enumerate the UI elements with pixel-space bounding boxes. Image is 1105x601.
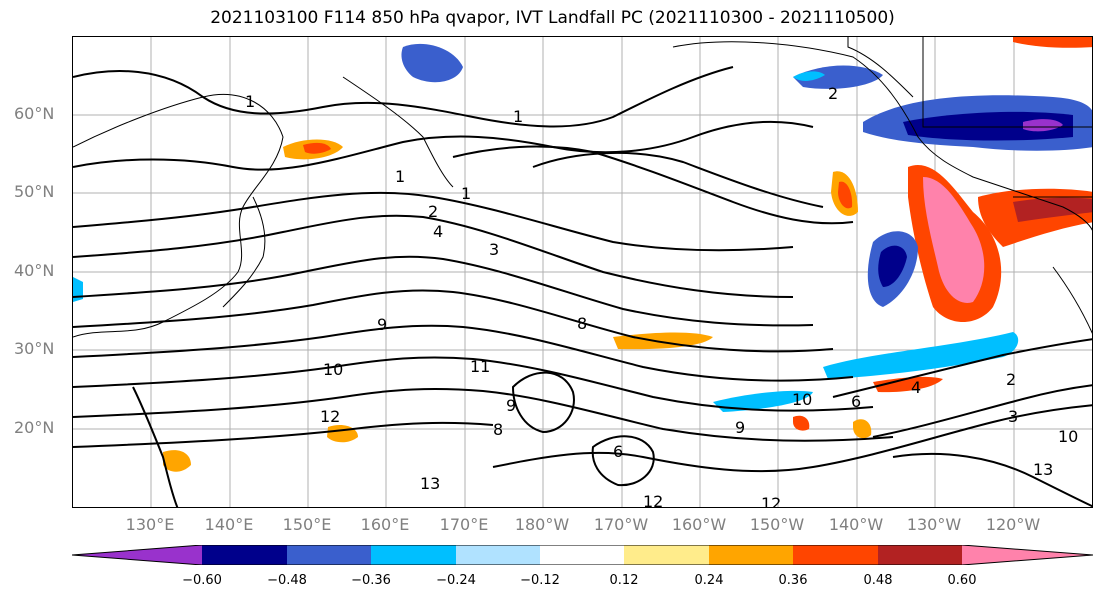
contour-label: 4 — [433, 222, 443, 241]
colorbar-swatch — [793, 545, 878, 565]
colorbar-swatch — [456, 545, 541, 565]
contour-label: 9 — [735, 418, 745, 437]
colorbar-swatch — [72, 545, 202, 565]
lon-label: 150°E — [282, 515, 332, 534]
contour-label: 8 — [493, 420, 503, 439]
colorbar-swatch — [624, 545, 709, 565]
contour-label: 12 — [643, 492, 663, 508]
anomaly-shading — [73, 37, 1092, 472]
coastlines — [73, 37, 1092, 338]
colorbar-tick-label: −0.36 — [351, 573, 391, 588]
contour-label: 13 — [420, 474, 440, 493]
colorbar-tick-label: −0.48 — [267, 573, 307, 588]
contour-label: 4 — [911, 378, 921, 397]
contour-label: 3 — [1008, 407, 1018, 426]
lon-label: 180°W — [514, 515, 570, 534]
lon-label: 140°W — [828, 515, 884, 534]
colorbar-tick-label: 0.60 — [947, 573, 977, 588]
contour-label: 2 — [428, 202, 438, 221]
contour-label: 6 — [851, 392, 861, 411]
lon-label: 170°W — [593, 515, 649, 534]
lon-label: 160°W — [671, 515, 727, 534]
contour-label: 13 — [1033, 460, 1053, 479]
contour-label-group: 1 1 1 1 2 2 3 4 8 9 10 11 12 12 13 13 10… — [245, 84, 1078, 508]
contour-label: 9 — [506, 396, 516, 415]
colorbar-swatch — [878, 545, 963, 565]
lat-label: 20°N — [14, 418, 55, 437]
lat-label: 50°N — [14, 182, 55, 201]
colorbar-swatch — [962, 545, 1093, 565]
colorbar-swatch — [202, 545, 287, 565]
lon-label: 140°E — [204, 515, 254, 534]
colorbar-tick-label: 0.24 — [694, 573, 724, 588]
colorbar-tick-label: −0.24 — [436, 573, 476, 588]
contour-label: 1 — [395, 167, 405, 186]
contour-label: 2 — [1006, 370, 1016, 389]
lat-label: 60°N — [14, 104, 55, 123]
lat-label: 30°N — [14, 339, 55, 358]
contour-label: 6 — [613, 442, 623, 461]
lon-label: 160°E — [360, 515, 410, 534]
contour-label: 9 — [377, 315, 387, 334]
contour-label: 8 — [577, 314, 587, 333]
lat-label: 40°N — [14, 261, 55, 280]
colorbar — [72, 545, 1093, 565]
lon-label: 130°E — [125, 515, 175, 534]
ivt-contours — [73, 66, 1092, 507]
contour-label: 1 — [461, 184, 471, 203]
map-panel: 1 1 1 1 2 2 3 4 8 9 10 11 12 12 13 13 10… — [72, 36, 1093, 508]
colorbar-swatch — [540, 545, 625, 565]
graticule — [73, 37, 1092, 507]
lon-label: 120°W — [985, 515, 1041, 534]
colorbar-tick-label: 0.12 — [609, 573, 639, 588]
colorbar-tick-label: −0.60 — [182, 573, 222, 588]
contour-label: 11 — [470, 357, 490, 376]
lon-label: 130°W — [906, 515, 962, 534]
contour-label: 10 — [792, 390, 812, 409]
lon-label: 150°W — [749, 515, 805, 534]
colorbar-swatch — [709, 545, 794, 565]
map-title: 2021103100 F114 850 hPa qvapor, IVT Land… — [210, 8, 895, 28]
contour-label: 12 — [761, 494, 781, 508]
lon-label: 170°E — [439, 515, 489, 534]
contour-label: 12 — [320, 407, 340, 426]
contour-label: 3 — [489, 240, 499, 259]
contour-label: 1 — [513, 107, 523, 126]
contour-label: 10 — [323, 360, 343, 379]
colorbar-tick-label: 0.36 — [778, 573, 808, 588]
map-canvas: 1 1 1 1 2 2 3 4 8 9 10 11 12 12 13 13 10… — [73, 37, 1092, 508]
colorbar-swatch — [287, 545, 372, 565]
colorbar-swatch — [371, 545, 456, 565]
colorbar-tick-label: −0.12 — [520, 573, 560, 588]
contour-label: 10 — [1058, 427, 1078, 446]
contour-label: 1 — [245, 92, 255, 111]
colorbar-tick-label: 0.48 — [863, 573, 893, 588]
contour-label: 2 — [828, 84, 838, 103]
